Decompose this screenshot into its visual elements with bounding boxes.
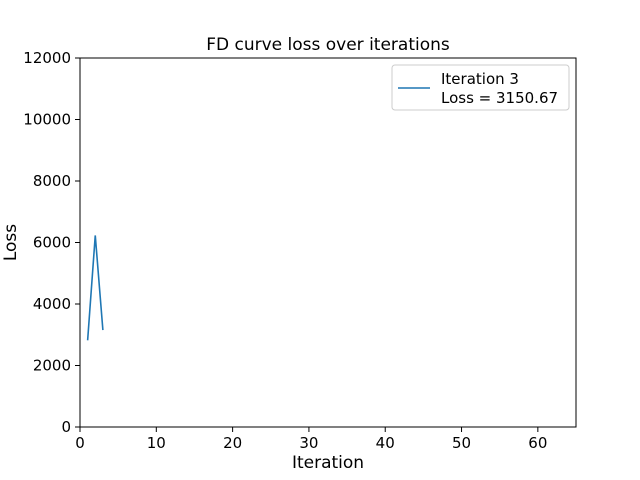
x-tick-label: 40 bbox=[376, 434, 395, 452]
legend-box bbox=[391, 64, 570, 111]
y-axis-label: Loss bbox=[1, 224, 21, 261]
y-tick-label: 8000 bbox=[33, 172, 71, 190]
y-tick-label: 6000 bbox=[33, 234, 71, 252]
x-tick-label: 20 bbox=[223, 434, 242, 452]
legend-loss-label: Loss = 3150.67 bbox=[441, 89, 558, 107]
x-axis-label: Iteration bbox=[292, 453, 364, 473]
legend-series-label: Iteration 3 bbox=[441, 70, 519, 88]
series-line bbox=[86, 235, 104, 341]
series-layer bbox=[86, 235, 104, 341]
x-tick-label: 60 bbox=[528, 434, 547, 452]
y-tick-label: 4000 bbox=[33, 295, 71, 313]
plot-area bbox=[79, 57, 577, 428]
y-tick-label: 2000 bbox=[33, 357, 71, 375]
y-axis: 0 2000 4000 6000 8000 10000 12000 bbox=[23, 49, 80, 436]
x-tick-label: 50 bbox=[452, 434, 471, 452]
x-tick-label: 10 bbox=[147, 434, 166, 452]
y-tick-label: 12000 bbox=[23, 49, 71, 67]
y-tick-label: 10000 bbox=[23, 111, 71, 129]
chart-title: FD curve loss over iterations bbox=[206, 35, 450, 55]
legend: Iteration 3 Loss = 3150.67 bbox=[391, 64, 570, 111]
x-tick-label: 30 bbox=[299, 434, 318, 452]
x-tick-label: 0 bbox=[75, 434, 85, 452]
y-tick-label: 0 bbox=[61, 418, 71, 436]
x-axis: 0 10 20 30 40 50 60 bbox=[75, 427, 547, 452]
